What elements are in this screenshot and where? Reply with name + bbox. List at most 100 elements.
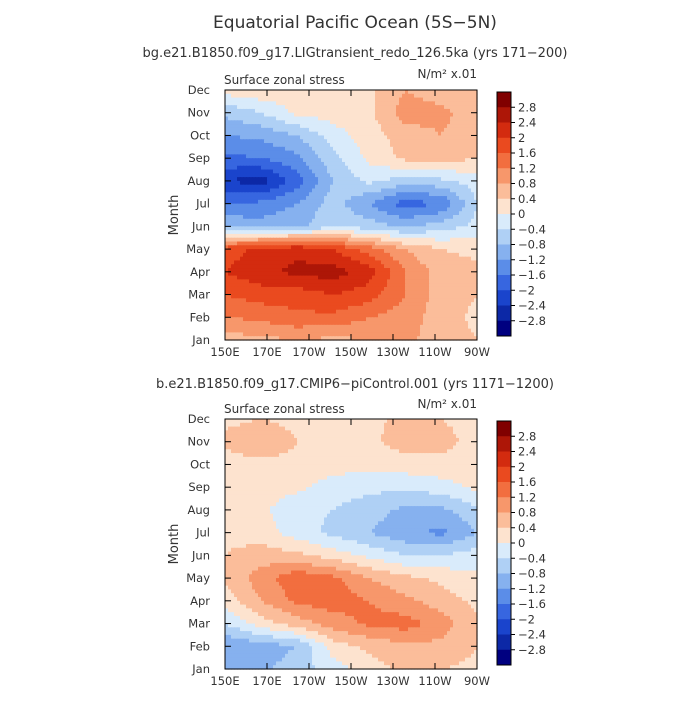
heatmap-cell	[345, 226, 349, 231]
heatmap-cell	[462, 131, 466, 137]
heatmap-cell	[468, 196, 472, 201]
heatmap-cell	[342, 139, 346, 144]
heatmap-cell	[306, 116, 310, 121]
heatmap-cell	[294, 169, 298, 174]
heatmap-cell	[237, 93, 241, 99]
heatmap-cell	[237, 252, 241, 258]
heatmap-cell	[420, 93, 424, 99]
heatmap-cell	[315, 180, 319, 186]
heatmap-cell	[444, 192, 448, 197]
heatmap-cell	[435, 154, 439, 159]
heatmap-cell	[291, 245, 295, 250]
heatmap-cell	[456, 226, 460, 231]
heatmap-cell	[354, 279, 358, 284]
heatmap-cell	[459, 120, 463, 125]
heatmap-cell	[234, 260, 238, 265]
heatmap-cell	[285, 226, 289, 231]
heatmap-cell	[426, 180, 430, 186]
heatmap-cell	[387, 158, 391, 163]
heatmap-cell	[384, 203, 388, 209]
heatmap-cell	[468, 120, 472, 125]
heatmap-cell	[351, 260, 355, 265]
heatmap-cell	[399, 188, 403, 193]
heatmap-cell	[264, 139, 268, 144]
heatmap-cell	[228, 230, 232, 235]
heatmap-cell	[474, 233, 478, 239]
heatmap-cell	[363, 252, 367, 258]
heatmap-cell	[228, 305, 232, 311]
heatmap-cell	[372, 131, 376, 137]
heatmap-cell	[363, 139, 367, 144]
heatmap-cell	[423, 180, 427, 186]
heatmap-cell	[405, 101, 409, 106]
heatmap-cell	[402, 120, 406, 125]
heatmap-cell	[234, 279, 238, 284]
heatmap-cell	[231, 199, 235, 205]
heatmap-cell	[393, 135, 397, 140]
heatmap-cell	[456, 286, 460, 292]
heatmap-cell	[360, 283, 364, 288]
heatmap-cell	[309, 283, 313, 288]
heatmap-cell	[444, 177, 448, 182]
heatmap-cell	[375, 173, 379, 178]
heatmap-cell	[231, 233, 235, 239]
heatmap-cell	[234, 165, 238, 171]
heatmap-cell	[384, 180, 388, 186]
heatmap-cell	[288, 158, 292, 163]
heatmap-cell	[306, 207, 310, 212]
heatmap-cell	[450, 252, 454, 258]
heatmap-cell	[396, 146, 400, 152]
heatmap-cell	[240, 139, 244, 144]
heatmap-cell	[318, 271, 322, 277]
heatmap-cell	[300, 188, 304, 193]
heatmap-cell	[420, 215, 424, 220]
heatmap-cell	[450, 124, 454, 129]
heatmap-cell	[366, 286, 370, 292]
heatmap-cell	[252, 161, 256, 167]
heatmap-cell	[318, 290, 322, 296]
heatmap-cell	[432, 260, 436, 265]
heatmap-cell	[462, 139, 466, 144]
heatmap-cell	[255, 135, 259, 140]
heatmap-cell	[456, 245, 460, 250]
heatmap-cell	[333, 127, 337, 133]
heatmap-cell	[408, 230, 412, 235]
heatmap-cell	[444, 169, 448, 174]
heatmap-cell	[291, 108, 295, 114]
heatmap-cell	[291, 313, 295, 318]
heatmap-cell	[252, 218, 256, 224]
heatmap-cell	[294, 309, 298, 315]
heatmap-cell	[390, 150, 394, 155]
heatmap-cell	[381, 283, 385, 288]
heatmap-cell	[264, 165, 268, 171]
heatmap-cell	[423, 279, 427, 284]
heatmap-cell	[354, 203, 358, 209]
heatmap-cell	[309, 139, 313, 144]
heatmap-cell	[303, 260, 307, 265]
heatmap-cell	[285, 188, 289, 193]
heatmap-cell	[333, 173, 337, 178]
heatmap-cell	[438, 146, 442, 152]
heatmap-cell	[450, 97, 454, 102]
heatmap-cell	[357, 101, 361, 106]
heatmap-cell	[420, 290, 424, 296]
heatmap-cell	[381, 256, 385, 262]
heatmap-cell	[252, 97, 256, 102]
heatmap-cell	[369, 150, 373, 155]
heatmap-cell	[345, 90, 349, 95]
heatmap-cell	[294, 275, 298, 280]
heatmap-cell	[231, 294, 235, 299]
heatmap-cell	[306, 226, 310, 231]
heatmap-cell	[432, 143, 436, 148]
heatmap-cell	[276, 124, 280, 129]
heatmap-cell	[321, 199, 325, 205]
heatmap-cell	[252, 143, 256, 148]
heatmap-cell	[249, 120, 253, 125]
heatmap-cell	[465, 226, 469, 231]
heatmap-cell	[450, 230, 454, 235]
heatmap-cell	[438, 199, 442, 205]
heatmap-cell	[306, 173, 310, 178]
heatmap-cell	[252, 211, 256, 216]
heatmap-cell	[249, 283, 253, 288]
heatmap-cell	[261, 279, 265, 284]
